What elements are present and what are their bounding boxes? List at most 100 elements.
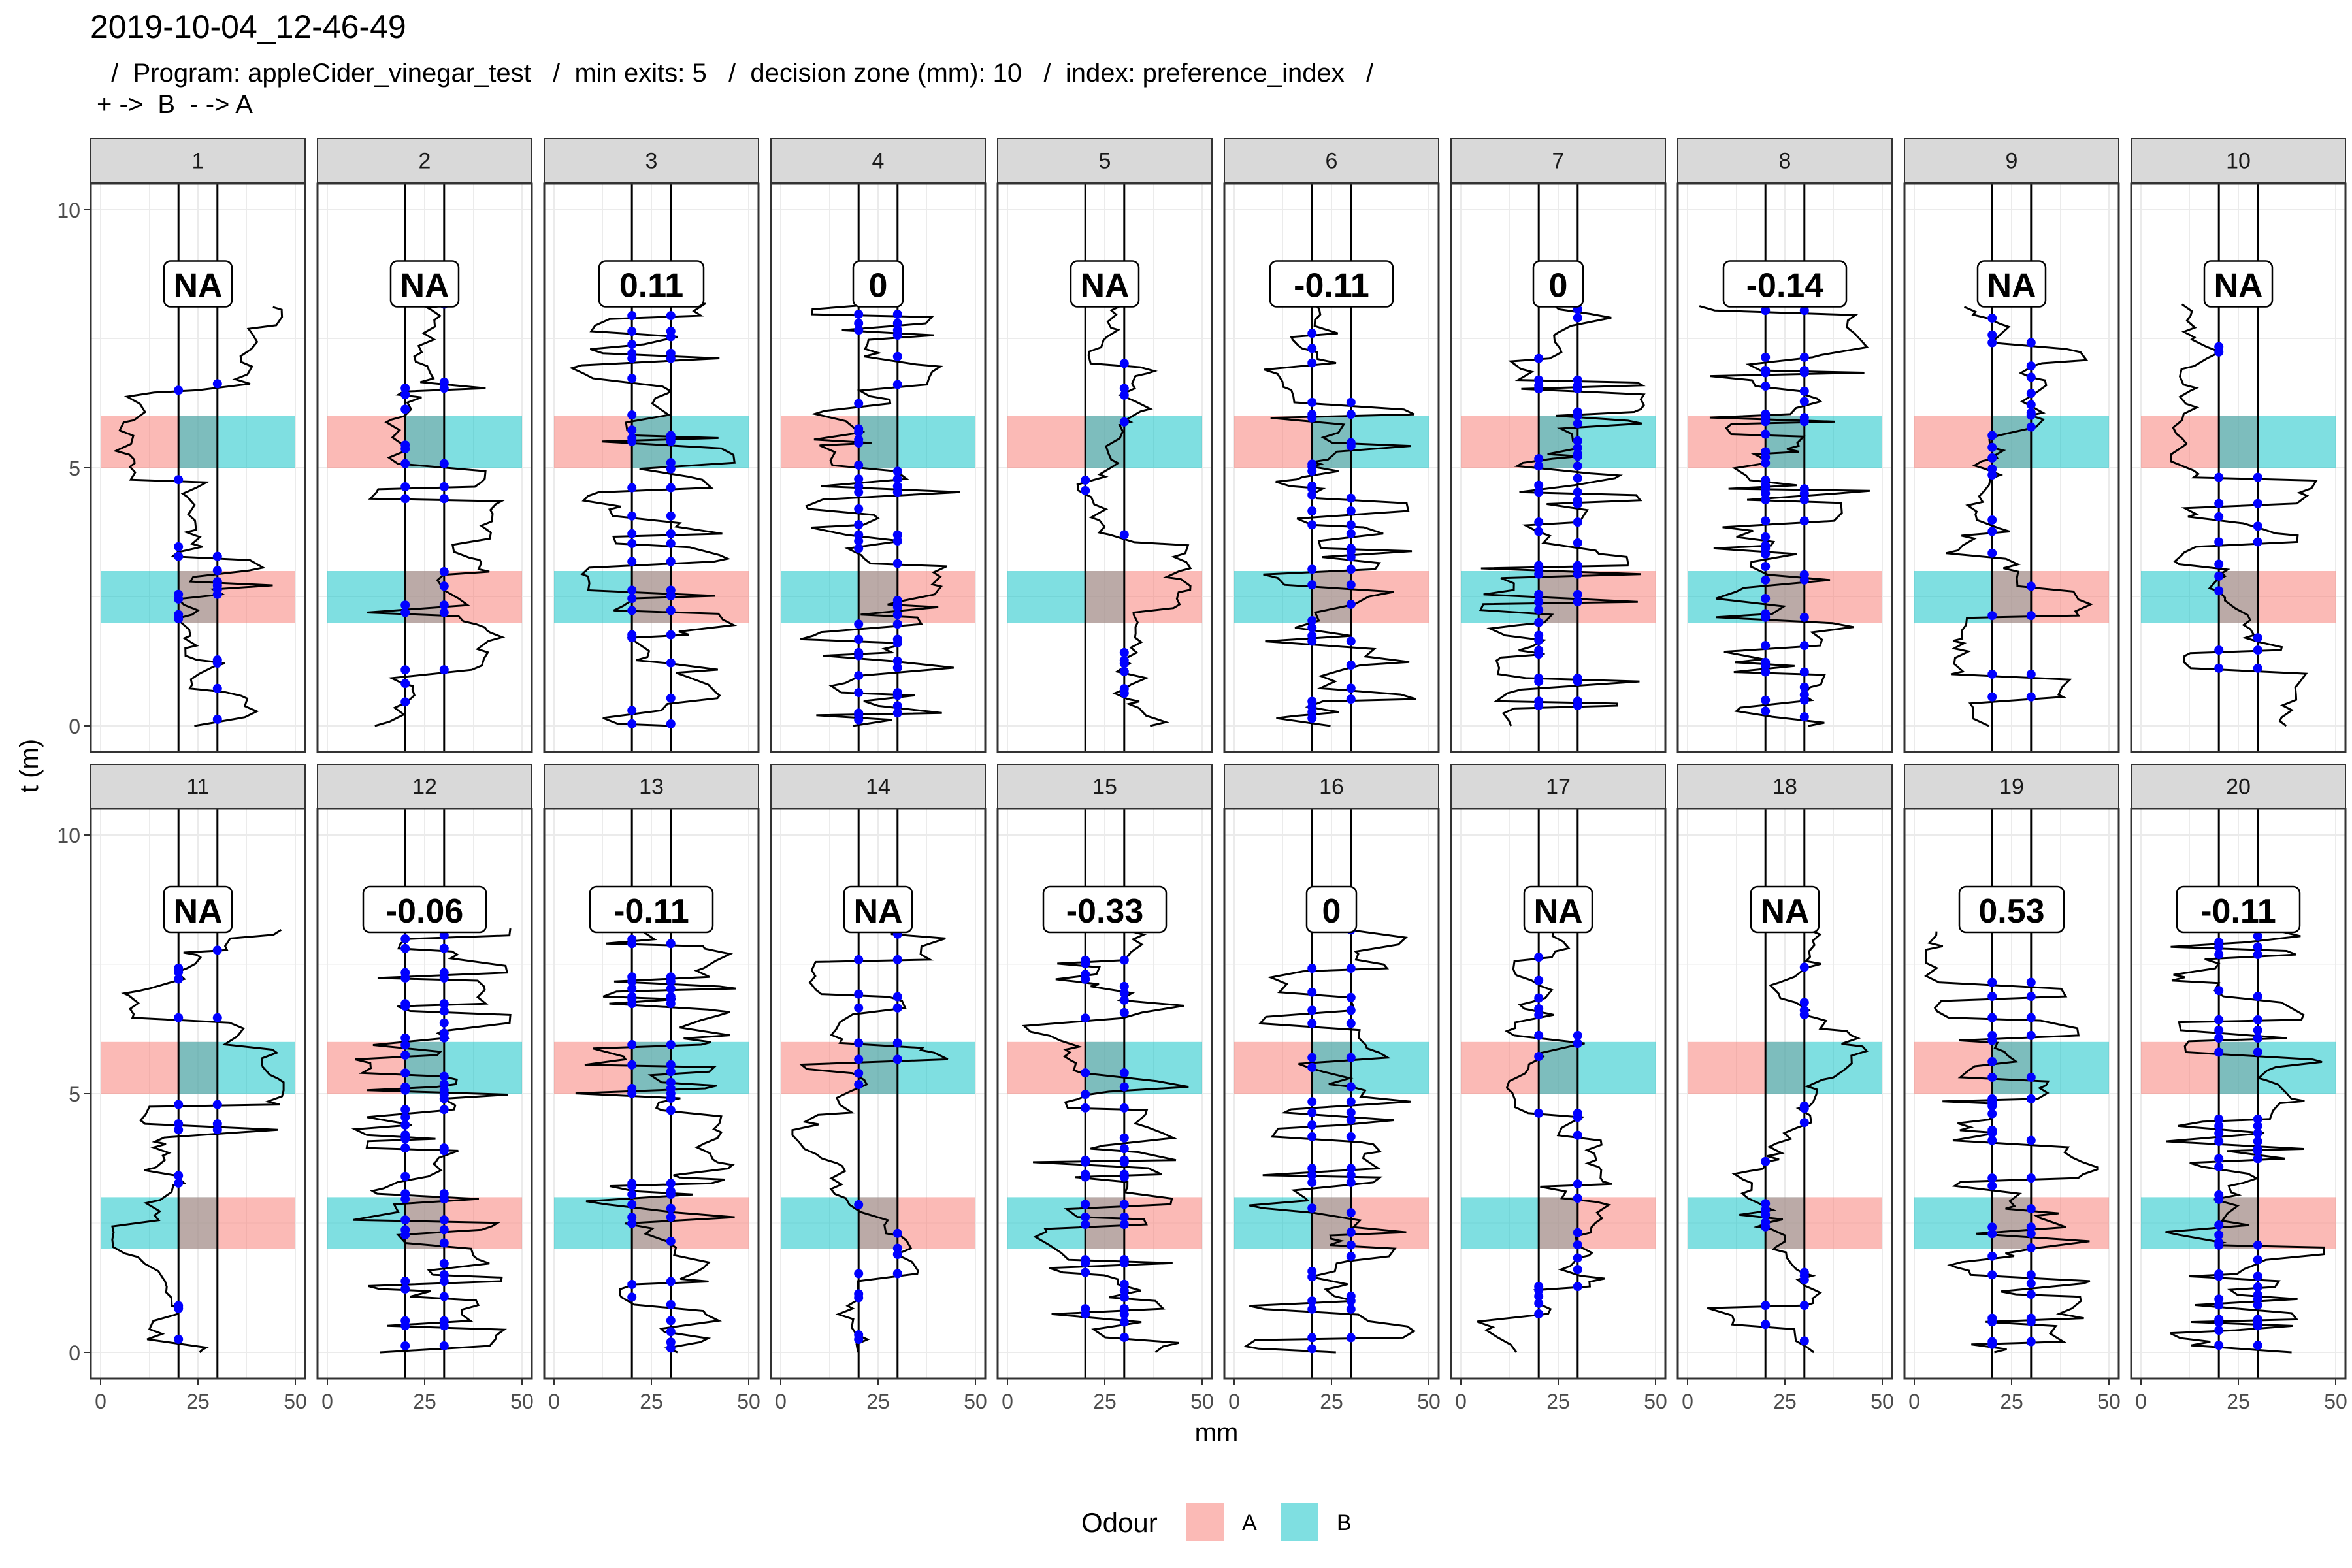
crossing-point bbox=[1346, 964, 1356, 973]
crossing-point bbox=[2026, 692, 2036, 702]
crossing-point bbox=[1346, 506, 1356, 516]
subtitle-line-1: / Program: appleCider_vinegar_test / min… bbox=[97, 59, 1374, 88]
crossing-point bbox=[1987, 527, 1997, 536]
crossing-point bbox=[174, 1013, 184, 1022]
index-label-box bbox=[1070, 260, 1140, 308]
index-label: NA bbox=[2213, 267, 2262, 305]
crossing-point bbox=[400, 665, 410, 675]
crossing-point bbox=[892, 474, 902, 484]
crossing-point bbox=[439, 1071, 449, 1081]
panel-border bbox=[1450, 182, 1667, 753]
crossing-point bbox=[892, 992, 902, 1002]
crossing-point bbox=[666, 483, 676, 493]
crossing-point bbox=[627, 606, 637, 615]
crossing-point bbox=[1987, 1337, 1997, 1347]
crossing-point bbox=[174, 385, 184, 395]
fly-track bbox=[569, 302, 738, 727]
crossing-point bbox=[2214, 1162, 2224, 1171]
crossing-point bbox=[1307, 1005, 1317, 1015]
fly-track bbox=[1243, 928, 1416, 1354]
crossing-point bbox=[212, 1119, 222, 1129]
panel-border bbox=[1903, 182, 2120, 753]
x-tick-label: 25 bbox=[640, 1390, 663, 1413]
odour-band-right bbox=[1992, 1041, 2109, 1094]
crossing-point bbox=[400, 1105, 410, 1115]
crossing-point bbox=[2253, 1290, 2262, 1299]
facet-strip bbox=[90, 764, 306, 809]
crossing-point bbox=[1761, 706, 1771, 716]
crossing-point bbox=[400, 494, 410, 504]
crossing-point bbox=[1761, 429, 1771, 439]
crossing-point bbox=[1761, 382, 1771, 391]
crossing-point bbox=[1573, 1030, 1582, 1040]
crossing-point bbox=[892, 701, 902, 711]
crossing-point bbox=[1119, 1082, 1129, 1092]
crossing-point bbox=[1573, 538, 1582, 547]
crossing-point bbox=[1987, 338, 1997, 348]
x-tick-label: 25 bbox=[1093, 1390, 1117, 1413]
crossing-point bbox=[854, 619, 864, 629]
crossing-point bbox=[2026, 372, 2036, 382]
crossing-point bbox=[627, 1190, 637, 1200]
crossing-point bbox=[400, 482, 410, 492]
crossing-point bbox=[1987, 1181, 1997, 1191]
odour-band-right bbox=[178, 1197, 295, 1249]
crossing-point bbox=[1799, 1101, 1809, 1111]
index-label: NA bbox=[1533, 892, 1582, 930]
odour-band-right bbox=[858, 571, 975, 623]
x-tick-label: 50 bbox=[1190, 1390, 1214, 1413]
crossing-point bbox=[1307, 987, 1317, 997]
crossing-point bbox=[1534, 617, 1544, 627]
crossing-point bbox=[892, 1269, 902, 1279]
x-tick-label: 25 bbox=[1546, 1390, 1570, 1413]
crossing-point bbox=[1119, 1212, 1129, 1222]
facet-panel-2: 2 NA bbox=[316, 138, 533, 753]
index-label-box bbox=[598, 260, 705, 308]
x-tick-label: 25 bbox=[2227, 1390, 2250, 1413]
crossing-point bbox=[1761, 475, 1771, 485]
crossing-point bbox=[1573, 436, 1582, 446]
crossing-point bbox=[892, 530, 902, 540]
crossing-point bbox=[1761, 409, 1771, 419]
index-label: -0.14 bbox=[1746, 267, 1824, 305]
facet-strip bbox=[90, 138, 306, 183]
facet-strip-label: 17 bbox=[1546, 775, 1571, 800]
crossing-point bbox=[1761, 1205, 1771, 1215]
crossing-point bbox=[1119, 530, 1129, 540]
crossing-point bbox=[666, 1316, 676, 1326]
crossing-point bbox=[666, 1077, 676, 1087]
crossing-point bbox=[1799, 712, 1809, 722]
crossing-point bbox=[2026, 1030, 2036, 1040]
crossing-point bbox=[2214, 1230, 2224, 1240]
index-label-box bbox=[589, 885, 714, 934]
crossing-point bbox=[2026, 389, 2036, 399]
crossing-point bbox=[666, 458, 676, 468]
crossing-point bbox=[1534, 673, 1544, 683]
crossing-point bbox=[1799, 413, 1809, 423]
crossing-point bbox=[1799, 386, 1809, 396]
facet-panel-12: 12 -0.06 0 25 50 bbox=[316, 764, 534, 1413]
crossing-point bbox=[439, 482, 449, 492]
crossing-point bbox=[2253, 663, 2262, 673]
crossing-point bbox=[2253, 537, 2262, 547]
crossing-point bbox=[1119, 1133, 1129, 1143]
odour-band-right bbox=[1312, 1197, 1429, 1249]
crossing-point bbox=[1573, 1228, 1582, 1237]
odour-band-right bbox=[1539, 1197, 1656, 1249]
crossing-point bbox=[627, 483, 637, 493]
crossing-point bbox=[1307, 1170, 1317, 1180]
crossing-point bbox=[1761, 1217, 1771, 1227]
crossing-point bbox=[1573, 375, 1582, 385]
facet-panel-6: 6 -0.11 bbox=[1223, 138, 1440, 753]
index-label: NA bbox=[853, 892, 902, 930]
crossing-point bbox=[1799, 306, 1809, 316]
facet-strip-label: 6 bbox=[1326, 149, 1338, 174]
crossing-point bbox=[400, 1040, 410, 1050]
crossing-point bbox=[2026, 1270, 2036, 1280]
crossing-point bbox=[439, 1105, 449, 1115]
crossing-point bbox=[174, 1334, 184, 1344]
crossing-point bbox=[666, 1213, 676, 1222]
crossing-point bbox=[1987, 464, 1997, 474]
crossing-point bbox=[174, 1119, 184, 1129]
